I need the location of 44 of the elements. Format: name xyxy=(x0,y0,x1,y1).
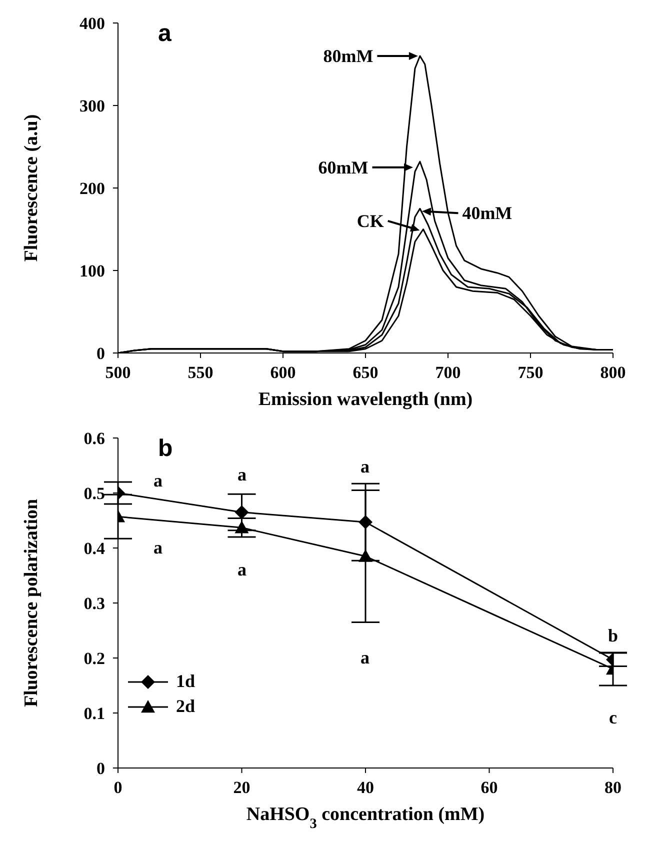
y-tick-label: 0.4 xyxy=(84,539,106,558)
x-axis-title: Emission wavelength (nm) xyxy=(258,389,473,410)
y-tick-label: 0 xyxy=(96,759,105,778)
x-tick-label: 500 xyxy=(105,363,131,382)
x-tick-label: 750 xyxy=(518,363,544,382)
annotation: a xyxy=(238,464,246,486)
y-tick-label: 0.6 xyxy=(84,429,105,448)
x-tick-label: 550 xyxy=(188,363,214,382)
annotation: a xyxy=(158,20,172,48)
annotation: 60mM xyxy=(318,157,368,178)
x-tick-label: 600 xyxy=(270,363,296,382)
x-tick-label: 650 xyxy=(352,363,378,382)
y-tick-label: 0.1 xyxy=(84,704,105,724)
annotation: a xyxy=(360,648,370,668)
annotation: b xyxy=(608,626,618,646)
annotation: a xyxy=(360,456,370,478)
legend-label: 2d xyxy=(176,696,196,717)
x-tick-label: 40 xyxy=(357,778,374,798)
x-tick-label: 20 xyxy=(233,778,250,798)
y-tick-label: 400 xyxy=(80,14,105,34)
x-axis-title: NaHSO$_{3}$ concentration (mM) xyxy=(246,804,485,832)
y-tick-label: 100 xyxy=(80,262,105,281)
x-tick-label: 60 xyxy=(480,778,498,798)
y-tick-label: 0.3 xyxy=(84,594,105,614)
annotation: a xyxy=(154,470,162,492)
y-tick-label: 200 xyxy=(80,179,105,198)
x-tick-label: 80 xyxy=(604,778,622,798)
y-axis-title: Fluorescence polarization xyxy=(21,498,42,708)
y-tick-label: 0 xyxy=(96,344,105,364)
annotation: 40mM xyxy=(462,203,512,224)
annotation: c xyxy=(609,708,617,728)
y-axis-title: Fluorescence (a.u) xyxy=(21,114,42,262)
y-tick-label: 300 xyxy=(80,96,105,116)
annotation: a xyxy=(154,538,162,558)
annotation: b xyxy=(158,435,173,463)
annotation: CK xyxy=(356,210,384,231)
annotation: a xyxy=(238,560,246,580)
x-tick-label: 0 xyxy=(114,778,122,798)
y-tick-label: 0.5 xyxy=(84,484,105,504)
legend-label: 1d xyxy=(176,671,196,692)
annotation: 80mM xyxy=(323,46,374,66)
x-tick-label: 800 xyxy=(600,363,626,382)
y-tick-label: 0.2 xyxy=(84,649,105,668)
x-tick-label: 700 xyxy=(435,363,461,382)
